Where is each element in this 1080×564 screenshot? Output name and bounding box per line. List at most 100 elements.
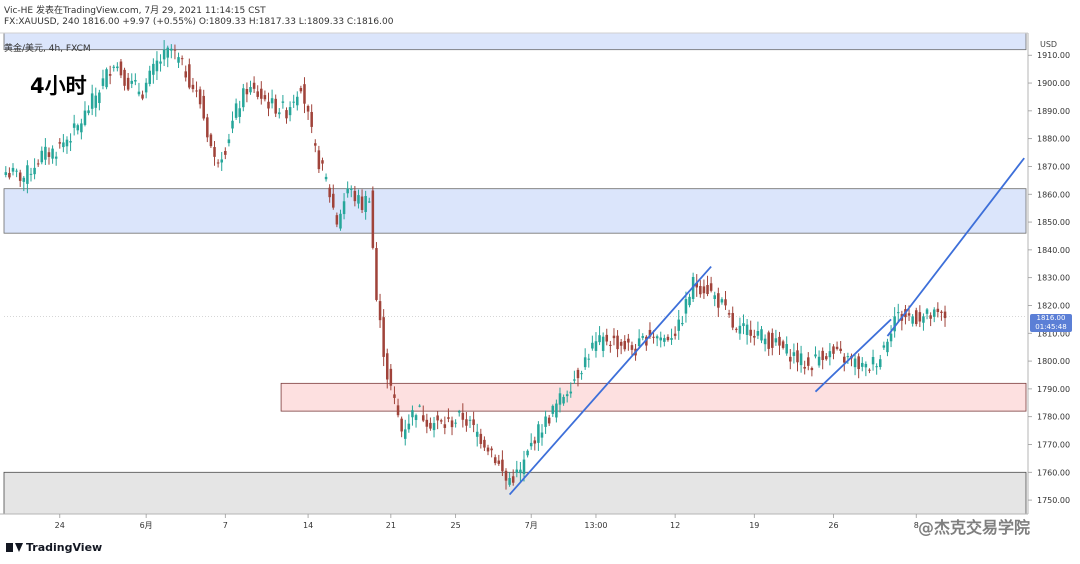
candle-body [742, 323, 745, 327]
candle-body [188, 64, 191, 88]
candle-body [688, 296, 691, 306]
candle-body [799, 353, 803, 366]
candle-body [436, 415, 439, 421]
candle-body [152, 63, 155, 75]
candle-body [533, 440, 537, 444]
candle-body [421, 415, 425, 421]
candle-body [33, 167, 36, 175]
candle-body [861, 362, 864, 367]
candle-body [914, 310, 918, 325]
candle-body [454, 422, 457, 424]
y-tick-label: 1910.00 [1037, 51, 1070, 60]
candle-body [936, 308, 940, 313]
x-tick-label: 13:00 [584, 521, 607, 530]
candle-body [814, 354, 817, 357]
candle-body [281, 101, 285, 103]
candle-body [432, 423, 436, 431]
candle-body [868, 369, 871, 371]
x-tick-label: 25 [451, 521, 461, 530]
candle-body [702, 286, 706, 294]
candle-body [119, 61, 123, 76]
x-tick-label: 26 [828, 521, 838, 530]
x-tick-label: 21 [386, 521, 396, 530]
candle-body [224, 151, 227, 155]
candle-body [932, 309, 936, 317]
candle-body [709, 283, 713, 291]
candle-body [601, 336, 605, 351]
candle-body [677, 319, 680, 331]
candle-body [72, 123, 76, 128]
x-tick-label: 14 [303, 521, 313, 530]
candle-body [220, 159, 223, 163]
candle-body [443, 424, 447, 428]
candle-body [306, 105, 310, 112]
candle-body [123, 69, 126, 86]
y-tick-label: 1820.00 [1037, 301, 1070, 310]
candle-body [465, 419, 468, 426]
candle-body [69, 141, 72, 143]
candle-body [155, 60, 159, 72]
author-name[interactable]: Vic-HE [4, 6, 34, 16]
candle-body [583, 357, 587, 368]
symbol-label[interactable]: FX:XAUUSD, 240 [4, 17, 80, 27]
candle-body [738, 325, 742, 334]
candle-body [753, 335, 756, 338]
candle-body [493, 457, 497, 464]
candle-body [508, 478, 511, 485]
candle-body [609, 344, 612, 346]
candle-body [216, 162, 220, 164]
support-zone [280, 382, 1027, 412]
y-tick-label: 1770.00 [1037, 440, 1070, 449]
candle-body [882, 345, 886, 348]
y-tick-label: 1780.00 [1037, 413, 1070, 422]
candle-body [137, 91, 141, 95]
candle-body [537, 424, 540, 443]
candle-body [245, 89, 249, 95]
candle-body [450, 420, 454, 428]
candle-body [767, 332, 770, 349]
candle-body [62, 142, 65, 148]
candle-body [385, 353, 389, 380]
rising-trendline-1 [508, 265, 712, 496]
candle-body [213, 147, 216, 157]
candle-body [846, 356, 850, 358]
candle-body [817, 356, 821, 366]
candle-body [90, 93, 94, 109]
candle-body [929, 315, 932, 319]
candle-body [321, 160, 324, 164]
candle-body [745, 324, 749, 335]
candle-body [551, 405, 555, 414]
candle-body [547, 417, 551, 424]
y-tick-label: 1830.00 [1037, 274, 1070, 283]
candle-body [652, 336, 655, 338]
candle-body [22, 177, 26, 182]
y-tick-label: 1850.00 [1037, 218, 1070, 227]
candle-body [670, 338, 673, 340]
candle-body [80, 123, 83, 133]
candle-body [695, 283, 698, 288]
candle-body [299, 88, 303, 92]
candle-body [231, 120, 234, 129]
y-tick-label: 1880.00 [1037, 135, 1070, 144]
y-tick-label: 1840.00 [1037, 246, 1070, 255]
candle-body [310, 111, 313, 127]
candle-body [598, 335, 601, 343]
candle-body [98, 92, 101, 104]
candle-body [749, 329, 752, 336]
x-tick-label: 7月 [525, 521, 538, 530]
candle-body [101, 78, 105, 86]
tradingview-logo[interactable]: TradingView [6, 541, 102, 554]
candle-body [278, 112, 281, 115]
candle-body [731, 313, 734, 328]
candle-body [47, 152, 51, 157]
candle-body [400, 418, 403, 432]
candle-body [504, 470, 508, 481]
candle-body [843, 356, 846, 363]
credit-watermark: @杰克交易学院 [918, 518, 1031, 537]
candle-body [540, 432, 544, 438]
candle-body [202, 95, 205, 119]
candle-body [925, 309, 929, 314]
y-tick-label: 1900.00 [1037, 79, 1070, 88]
projected-trendline [886, 157, 1025, 337]
